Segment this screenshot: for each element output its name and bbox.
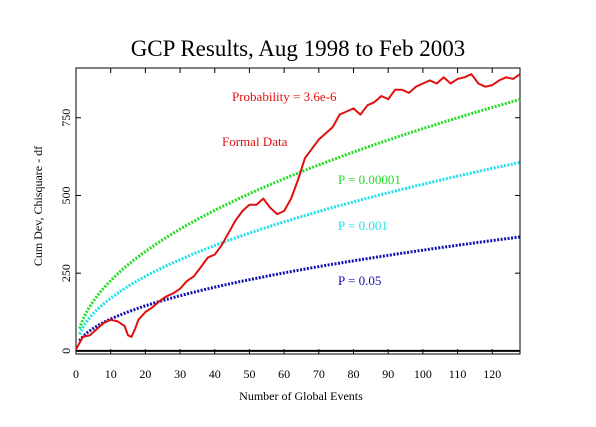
y-tick-label: 250 <box>59 264 73 282</box>
formal-data-line <box>75 73 521 350</box>
annotation-formal-data: Formal Data <box>222 134 288 149</box>
x-tick-label: 30 <box>174 367 186 381</box>
x-tick-label: 110 <box>449 367 467 381</box>
x-tick-label: 20 <box>139 367 151 381</box>
x-tick-label: 80 <box>348 367 360 381</box>
x-tick-label: 90 <box>382 367 394 381</box>
x-tick-label: 100 <box>414 367 432 381</box>
plot-area: 0 10 20 30 40 50 60 70 80 90 100 110 120 0 250 500 750 <box>59 67 521 381</box>
chart-title: GCP Results, Aug 1998 to Feb 2003 <box>131 36 466 61</box>
annotation-probability: Probability = 3.6e-6 <box>232 89 337 104</box>
y-tick-label: 0 <box>59 348 73 354</box>
x-tick-label: 40 <box>209 367 221 381</box>
y-axis-label: Cum Dev, Chisquare - df <box>31 146 45 266</box>
x-tick-label: 50 <box>243 367 255 381</box>
x-tick-label: 0 <box>73 367 79 381</box>
label-p-00001: P = 0.00001 <box>338 172 401 187</box>
plot-frame <box>75 67 521 355</box>
y-tick-label: 500 <box>59 186 73 204</box>
x-tick-label: 10 <box>105 367 117 381</box>
label-p-05: P = 0.05 <box>338 273 381 288</box>
x-axis-label: Number of Global Events <box>239 389 363 403</box>
p-001-curve <box>78 160 521 335</box>
x-tick-label: 120 <box>483 367 501 381</box>
x-tick-label: 70 <box>313 367 325 381</box>
x-tick-label: 60 <box>278 367 290 381</box>
label-p-001: P = 0.001 <box>338 218 388 233</box>
y-tick-label: 750 <box>59 109 73 127</box>
p-05-curve <box>78 235 521 342</box>
